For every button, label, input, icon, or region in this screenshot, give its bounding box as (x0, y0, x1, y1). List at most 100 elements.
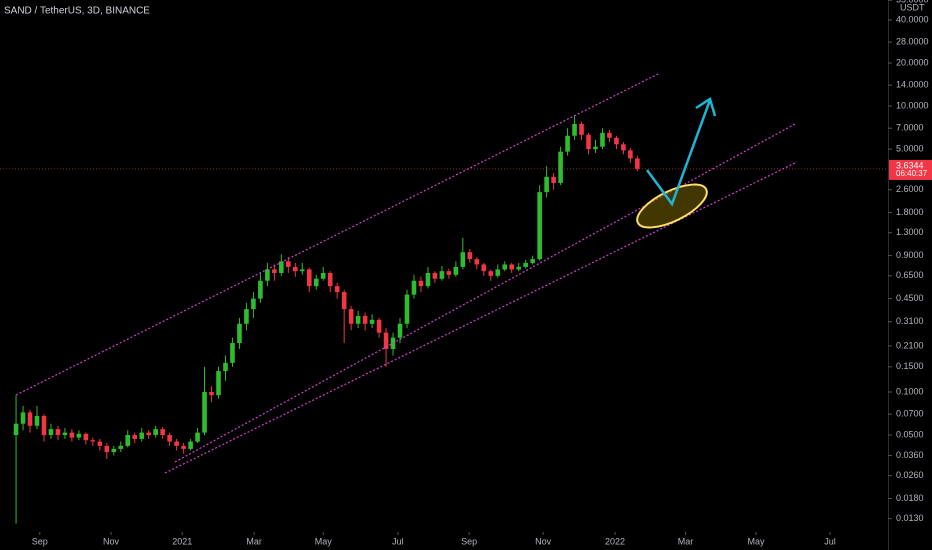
candle-body (341, 292, 347, 310)
candle-body (83, 433, 89, 441)
candle-body (181, 445, 186, 449)
candle-body (530, 259, 535, 263)
y-tick-label: 1.3000 (896, 227, 924, 237)
y-tick-label: 0.2100 (896, 340, 924, 350)
x-tick-label: Nov (535, 536, 552, 546)
candle-body (586, 134, 591, 150)
candle-body (418, 280, 424, 287)
candle-body (132, 435, 138, 439)
y-tick-label: 14.0000 (896, 80, 929, 90)
candle-body (411, 280, 417, 295)
y-tick-label: 0.0130 (896, 513, 924, 523)
candle-body (188, 441, 193, 449)
x-tick-label: Sep (32, 536, 48, 546)
candle-body (258, 280, 263, 299)
candle-body (614, 137, 619, 145)
candle-body (509, 264, 515, 270)
candle-body (579, 123, 584, 135)
y-tick-label: 0.0180 (896, 493, 924, 503)
y-tick-label: 0.0700 (896, 409, 924, 419)
y-tick-label: 0.3100 (896, 316, 924, 326)
channel-line (174, 123, 796, 463)
candle-body (453, 266, 459, 275)
candle-body (327, 272, 333, 287)
x-tick-label: May (748, 536, 766, 546)
candle-body (362, 316, 368, 324)
candle-body (516, 266, 521, 270)
candle-body (251, 298, 256, 310)
y-tick-label: 10.0000 (896, 100, 929, 110)
y-tick-label: 0.0500 (896, 429, 924, 439)
candle-body (600, 132, 605, 147)
candle-body (355, 316, 361, 324)
candle-body (488, 271, 494, 276)
candle-body (146, 432, 151, 436)
y-tick-label: 0.9000 (896, 250, 924, 260)
candle-body (481, 264, 487, 272)
candle-body (195, 432, 200, 442)
currency-label: USDT (900, 3, 925, 13)
candle-body (572, 123, 577, 136)
y-tick-label: 55.0000 (896, 0, 929, 5)
candle-body (20, 412, 26, 424)
arrow-head (695, 97, 717, 117)
y-tick-label: 0.0260 (896, 470, 924, 480)
x-tick-label: Mar (678, 536, 694, 546)
y-tick-label: 0.1500 (896, 361, 924, 371)
candle-body (272, 269, 277, 273)
candle-body (202, 392, 207, 433)
x-tick-label: 2022 (605, 536, 625, 546)
y-tick-label: 28.0000 (896, 37, 929, 47)
candle-body (474, 259, 480, 265)
candle-body (167, 435, 172, 442)
candle-body (34, 415, 40, 426)
x-tick-label: 2021 (172, 536, 192, 546)
x-tick-label: Jul (824, 536, 836, 546)
last-price-label: 3.6344 (896, 160, 924, 170)
candle-body (237, 323, 242, 344)
candle-body (425, 272, 431, 287)
candle-body (635, 158, 640, 169)
candle-body (537, 192, 542, 260)
countdown-label: 06:40:37 (896, 169, 928, 178)
y-tick-label: 2.6000 (896, 184, 924, 194)
candle-body (230, 343, 235, 363)
candle-body (593, 146, 598, 150)
candle-body (432, 272, 438, 279)
candle-body (97, 441, 103, 446)
y-tick-label: 20.0000 (896, 57, 929, 67)
candle-body (41, 415, 47, 436)
candle-body (48, 429, 54, 436)
drawings (15, 72, 798, 474)
channel-line (164, 161, 798, 474)
y-tick-label: 40.0000 (896, 14, 929, 24)
candle-body (69, 432, 75, 438)
candle-body (565, 135, 570, 152)
candle-body (495, 269, 501, 276)
candle-body (223, 362, 228, 372)
x-tick-label: Sep (461, 536, 477, 546)
candle-body (118, 445, 124, 449)
arrow (645, 99, 712, 207)
candle-body (446, 271, 452, 275)
candle-body (104, 445, 110, 453)
candle-body (265, 269, 270, 281)
chart-title: SAND / TetherUS, 3D, BINANCE (4, 6, 150, 17)
y-tick-label: 7.0000 (896, 123, 924, 133)
candle-body (279, 261, 284, 273)
candle-body (334, 286, 340, 293)
candle-body (544, 176, 549, 193)
candle-body (404, 294, 410, 324)
candle-body (439, 271, 445, 279)
candle-body (313, 278, 319, 287)
candle-body (558, 151, 563, 183)
candle-body (397, 323, 403, 338)
candle-body (621, 144, 626, 151)
channel-line (15, 72, 661, 396)
y-tick-label: 1.8000 (896, 207, 924, 217)
y-tick-label: 0.1000 (896, 386, 924, 396)
candle-body (27, 412, 33, 426)
candle-body (160, 429, 165, 436)
candle-body (55, 429, 61, 436)
